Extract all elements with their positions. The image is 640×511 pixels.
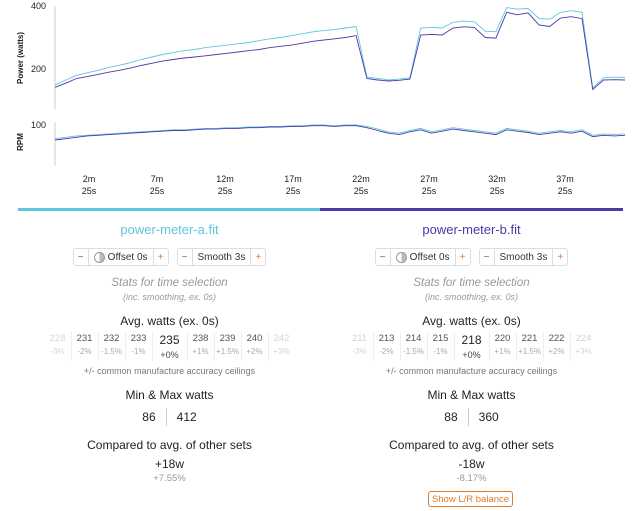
- offset-control: − Offset 0s +: [72, 248, 169, 266]
- smooth-control: − Smooth 3s +: [176, 248, 267, 266]
- accuracy-note: +/- common manufacture accuracy ceilings: [83, 366, 256, 376]
- smooth-increase-button[interactable]: +: [552, 249, 567, 265]
- x-tick-label: 25s: [82, 186, 97, 196]
- avg-cell-main: 218 +0%: [453, 332, 489, 361]
- accuracy-note: +/- common manufacture accuracy ceilings: [385, 366, 558, 376]
- offset-label: Offset 0s: [409, 251, 450, 263]
- offset-decrease-button[interactable]: −: [376, 249, 391, 265]
- gauge-icon: [395, 251, 407, 263]
- avg-cell: 242 +3%: [267, 332, 295, 361]
- compare-value: -18w: [458, 457, 485, 471]
- offset-control: − Offset 0s +: [374, 248, 471, 266]
- compare-percent: -8.17%: [456, 473, 487, 484]
- min-watts: 86: [142, 410, 156, 424]
- smooth-control: − Smooth 3s +: [478, 248, 569, 266]
- avg-cell: 238 +1%: [186, 332, 214, 361]
- smooth-increase-button[interactable]: +: [250, 249, 265, 265]
- rpm-plot-area: [55, 122, 625, 166]
- avg-watts-title: Avg. watts (ex. 0s): [422, 314, 521, 328]
- avg-watts-cells: 211 -3% 213 -2% 214 -1.5% 215 -1% 218 +0% 220…: [320, 332, 623, 361]
- power-tick-200: 200: [31, 64, 46, 74]
- offset-label: Offset 0s: [107, 251, 148, 263]
- avg-cell: 228 -3%: [49, 333, 66, 356]
- power-series-b: [54, 11, 626, 91]
- avg-cell: 239 +1.5%: [213, 332, 241, 361]
- power-rpm-chart[interactable]: 400 200 100 Power (watts) RPM 2m 25s 7m 25s…: [0, 0, 640, 200]
- panel-meter-b: power-meter-b.fit − Offset 0s + − Smooth…: [320, 208, 623, 484]
- avg-cell: 214 -1.5%: [399, 332, 427, 361]
- x-tick-label: 7m: [151, 174, 164, 184]
- smooth-label: Smooth 3s: [499, 251, 548, 263]
- x-tick-label: 25s: [218, 186, 233, 196]
- meter-a-color-bar: [18, 208, 321, 211]
- offset-increase-button[interactable]: +: [152, 249, 168, 265]
- rpm-tick-100: 100: [31, 120, 46, 130]
- offset-increase-button[interactable]: +: [454, 249, 470, 265]
- stats-title: Stats for time selection: [111, 277, 228, 289]
- min-max-title: Min & Max watts: [427, 388, 516, 402]
- meter-b-filename: power-meter-b.fit: [422, 222, 521, 237]
- rpm-series-b: [54, 125, 626, 141]
- rpm-axis-label: RPM: [16, 133, 25, 151]
- max-watts: 412: [165, 408, 207, 426]
- avg-cell: 220 +1%: [488, 332, 516, 361]
- avg-cell: 232 -1.5%: [97, 332, 125, 361]
- x-tick-label: 25s: [354, 186, 369, 196]
- compare-title: Compared to avg. of other sets: [87, 438, 252, 452]
- x-tick-label: 22m: [352, 174, 370, 184]
- avg-cell: 211 -3%: [351, 333, 368, 356]
- max-watts: 360: [467, 408, 509, 426]
- stats-subtitle: (inc. smoothing, ex. 0s): [424, 292, 519, 302]
- rpm-series-a: [54, 124, 626, 140]
- stats-title: Stats for time selection: [413, 277, 530, 289]
- avg-watts-cells: 228 -3% 231 -2% 232 -1.5% 233 -1% 235 +0% 238…: [18, 332, 321, 361]
- x-tick-label: 12m: [216, 174, 234, 184]
- show-lr-balance-button[interactable]: Show L/R balance: [428, 491, 513, 507]
- x-tick-label: 2m: [83, 174, 96, 184]
- avg-cell: 233 -1%: [124, 332, 152, 361]
- avg-cell: 222 +2%: [542, 332, 570, 361]
- smooth-decrease-button[interactable]: −: [178, 249, 193, 265]
- avg-watts-title: Avg. watts (ex. 0s): [120, 314, 219, 328]
- x-tick-label: 25s: [150, 186, 165, 196]
- panel-meter-a: power-meter-a.fit − Offset 0s + − Smooth…: [18, 208, 321, 484]
- smooth-decrease-button[interactable]: −: [480, 249, 495, 265]
- x-tick-label: 25s: [558, 186, 573, 196]
- x-tick-label: 25s: [286, 186, 301, 196]
- avg-cell: 224 +3%: [569, 332, 597, 361]
- meter-a-filename: power-meter-a.fit: [120, 222, 219, 237]
- avg-cell: 213 -2%: [372, 332, 400, 361]
- x-tick-label: 32m: [488, 174, 506, 184]
- min-watts: 88: [444, 410, 458, 424]
- avg-cell: 231 -2%: [70, 332, 98, 361]
- gauge-icon: [93, 251, 105, 263]
- avg-cell: 221 +1.5%: [515, 332, 543, 361]
- power-series-a: [54, 7, 626, 89]
- x-tick-label: 25s: [490, 186, 505, 196]
- x-tick-label: 17m: [284, 174, 302, 184]
- avg-cell: 215 -1%: [426, 332, 454, 361]
- smooth-label: Smooth 3s: [197, 251, 246, 263]
- power-tick-400: 400: [31, 1, 46, 11]
- x-tick-label: 37m: [556, 174, 574, 184]
- meter-b-color-bar: [320, 208, 623, 211]
- compare-percent: +7.55%: [153, 473, 186, 484]
- power-plot-area: [55, 6, 625, 109]
- power-axis-label: Power (watts): [16, 32, 25, 84]
- compare-title: Compared to avg. of other sets: [389, 438, 554, 452]
- avg-cell: 240 +2%: [240, 332, 268, 361]
- avg-cell-main: 235 +0%: [151, 332, 187, 361]
- offset-decrease-button[interactable]: −: [74, 249, 89, 265]
- compare-value: +18w: [154, 457, 185, 471]
- x-tick-label: 25s: [422, 186, 437, 196]
- stats-subtitle: (inc. smoothing, ex. 0s): [122, 292, 217, 302]
- min-max-title: Min & Max watts: [125, 388, 214, 402]
- x-tick-label: 27m: [420, 174, 438, 184]
